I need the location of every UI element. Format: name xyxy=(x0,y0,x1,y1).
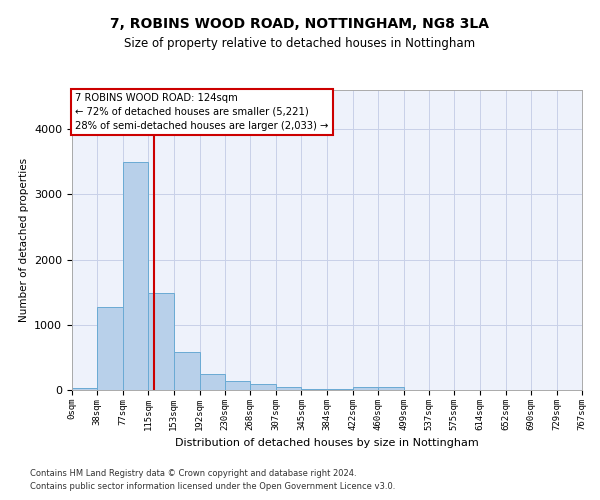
Bar xyxy=(148,294,174,390)
Bar xyxy=(353,386,378,390)
Text: 7, ROBINS WOOD ROAD, NOTTINGHAM, NG8 3LA: 7, ROBINS WOOD ROAD, NOTTINGHAM, NG8 3LA xyxy=(110,18,490,32)
Bar xyxy=(301,388,328,390)
Text: Size of property relative to detached houses in Nottingham: Size of property relative to detached ho… xyxy=(124,38,476,51)
Text: 7 ROBINS WOOD ROAD: 124sqm
← 72% of detached houses are smaller (5,221)
28% of s: 7 ROBINS WOOD ROAD: 124sqm ← 72% of deta… xyxy=(76,92,329,130)
Bar xyxy=(123,162,148,390)
Bar xyxy=(174,352,200,390)
Text: Contains public sector information licensed under the Open Government Licence v3: Contains public sector information licen… xyxy=(30,482,395,491)
Bar xyxy=(276,386,301,390)
X-axis label: Distribution of detached houses by size in Nottingham: Distribution of detached houses by size … xyxy=(175,438,479,448)
Bar xyxy=(97,306,123,390)
Bar xyxy=(200,374,225,390)
Text: Contains HM Land Registry data © Crown copyright and database right 2024.: Contains HM Land Registry data © Crown c… xyxy=(30,468,356,477)
Bar xyxy=(378,388,404,390)
Bar xyxy=(250,384,276,390)
Bar xyxy=(72,388,97,390)
Y-axis label: Number of detached properties: Number of detached properties xyxy=(19,158,29,322)
Bar xyxy=(225,381,250,390)
